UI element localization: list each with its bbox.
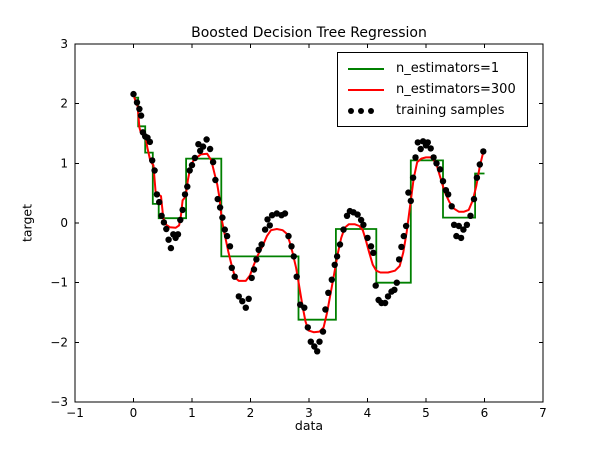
chart-title: Boosted Decision Tree Regression (191, 25, 427, 41)
legend: n_estimators=1 n_estimators=300 training… (337, 52, 528, 127)
tick-marks (74, 43, 544, 403)
y-tick-label: −1 (50, 276, 68, 290)
x-tick-label: 7 (539, 406, 547, 420)
legend-item-n-estimators-1: n_estimators=1 (348, 61, 521, 76)
x-tick-label: 0 (130, 406, 138, 420)
y-tick-label: 0 (60, 216, 68, 230)
red-line-sample (348, 88, 384, 91)
y-tick-label: −2 (50, 335, 68, 349)
green-line-sample (348, 67, 384, 70)
legend-label-training-samples: training samples (396, 103, 505, 118)
legend-item-training-samples: training samples (348, 103, 521, 118)
scatter-marker-sample (348, 107, 384, 114)
legend-label-n-estimators-300: n_estimators=300 (396, 82, 516, 97)
series-n-estimators-1 (133, 96, 485, 321)
tick-labels: −1 0 1 2 3 4 5 6 7 −3 −2 −1 0 1 2 3 (50, 37, 547, 420)
y-tick-label: −3 (50, 395, 68, 409)
x-tick-label: 6 (481, 406, 489, 420)
x-tick-label: −1 (66, 406, 84, 420)
x-axis-label: data (294, 418, 324, 433)
y-tick-label: 2 (60, 97, 68, 111)
y-axis-label: target (19, 203, 35, 243)
y-tick-label: 3 (60, 37, 68, 51)
legend-item-n-estimators-300: n_estimators=300 (348, 82, 521, 97)
x-tick-label: 1 (188, 406, 196, 420)
x-tick-label: 4 (364, 406, 372, 420)
series-training-samples (130, 90, 487, 355)
x-tick-label: 3 (305, 406, 313, 420)
legend-label-n-estimators-1: n_estimators=1 (396, 61, 500, 76)
y-tick-label: 1 (60, 156, 68, 170)
x-tick-label: 5 (422, 406, 430, 420)
x-tick-label: 2 (247, 406, 255, 420)
